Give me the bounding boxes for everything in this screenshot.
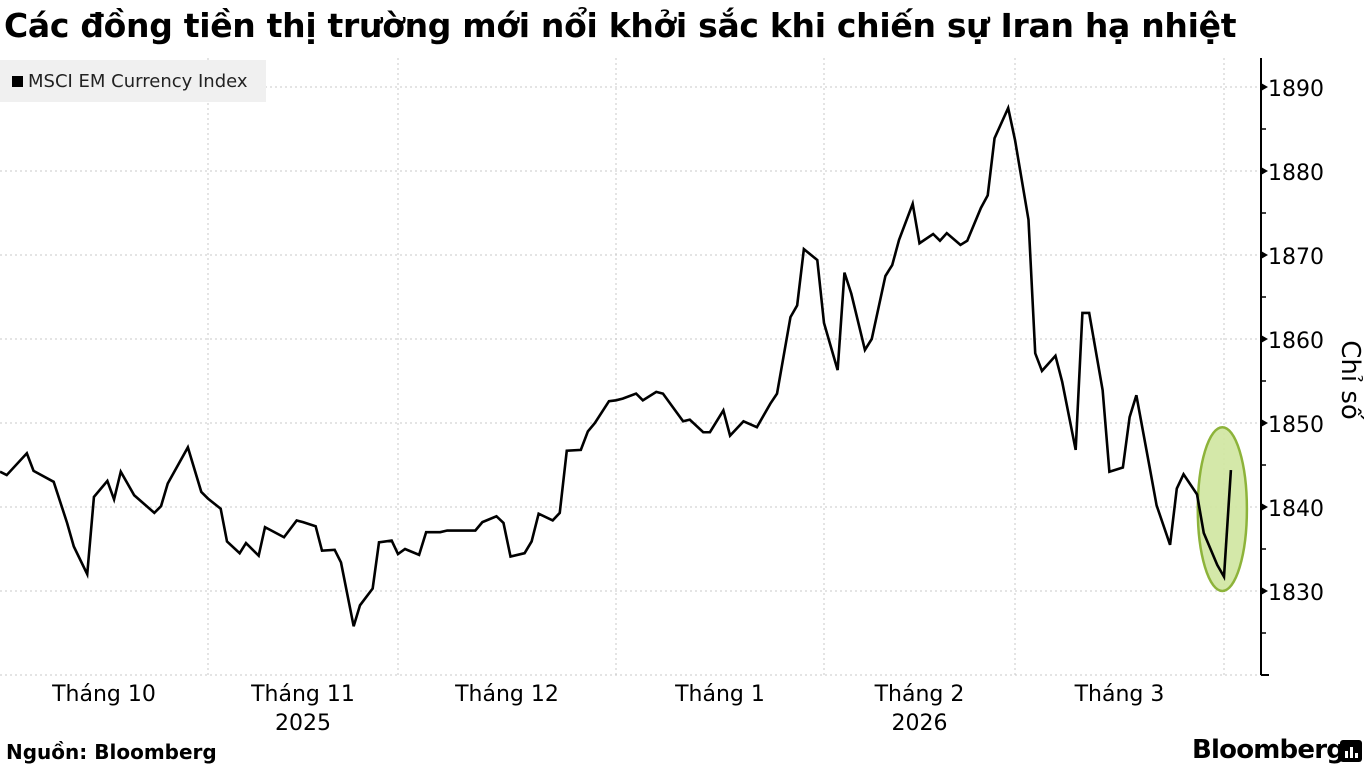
chart-title: Các đồng tiền thị trường mới nổi khởi sắ… bbox=[4, 6, 1237, 45]
y-tick-label: 1840 bbox=[1268, 497, 1324, 522]
series-msci-em bbox=[0, 103, 1233, 627]
y-axis: 1830 1840 1850 1860 1870 1880 1890 bbox=[1260, 58, 1324, 676]
x-tick-label: Tháng 2 bbox=[874, 682, 965, 707]
y-major-tick bbox=[1261, 167, 1268, 175]
legend-label: MSCI EM Currency Index bbox=[28, 70, 248, 92]
highlight-ellipse-group bbox=[1196, 425, 1249, 593]
x-tick-label: Tháng 3 bbox=[1074, 682, 1165, 707]
x-axis: Tháng 10 Tháng 11 2025 Tháng 12 Tháng 1 Tháng… bbox=[51, 682, 1164, 736]
x-year-label: 2026 bbox=[892, 711, 948, 736]
legend-swatch bbox=[12, 75, 23, 87]
y-major-tick bbox=[1261, 251, 1268, 259]
x-tick-label: Tháng 1 bbox=[674, 682, 765, 707]
y-tick-label: 1850 bbox=[1268, 413, 1324, 438]
y-tick-label: 1860 bbox=[1268, 329, 1324, 354]
y-tick-label: 1830 bbox=[1268, 581, 1324, 606]
legend: MSCI EM Currency Index bbox=[0, 60, 266, 102]
y-major-tick bbox=[1261, 83, 1268, 91]
x-year-label: 2025 bbox=[275, 711, 331, 736]
bloomberg-chart-icon bbox=[1340, 740, 1362, 762]
y-major-tick bbox=[1261, 587, 1268, 595]
bloomberg-logo: Bloomberg bbox=[1192, 735, 1345, 765]
y-major-tick bbox=[1261, 335, 1268, 343]
y-tick-label: 1880 bbox=[1268, 161, 1324, 186]
x-tick-label: Tháng 11 bbox=[250, 682, 355, 707]
y-tick-label: 1890 bbox=[1268, 77, 1324, 102]
series-line bbox=[0, 103, 1233, 627]
x-tick-label: Tháng 10 bbox=[51, 682, 156, 707]
x-tick-label: Tháng 12 bbox=[454, 682, 559, 707]
y-major-tick bbox=[1261, 419, 1268, 427]
y-tick-label: 1870 bbox=[1268, 245, 1324, 270]
y-axis-label: Chỉ số bbox=[1335, 340, 1365, 420]
grid bbox=[0, 58, 1261, 676]
y-major-tick bbox=[1261, 503, 1268, 511]
highlight-ellipse bbox=[1196, 425, 1249, 593]
source-note: Nguồn: Bloomberg bbox=[6, 740, 217, 764]
